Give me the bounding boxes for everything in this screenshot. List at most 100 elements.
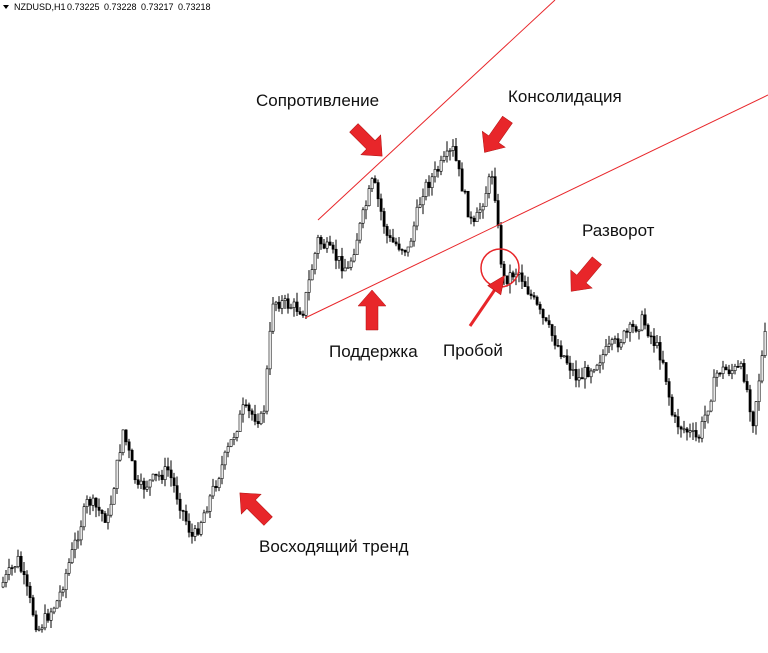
- candle-body: [241, 404, 245, 415]
- candle-body: [79, 526, 83, 541]
- candle-body: [253, 414, 257, 422]
- candle-body: [670, 396, 674, 416]
- candle-body: [643, 314, 647, 326]
- candle-body: [187, 520, 191, 533]
- candle-body: [271, 303, 275, 332]
- candle-body: [616, 338, 620, 348]
- candle-body: [331, 244, 335, 250]
- candle-body: [370, 178, 374, 189]
- candle-body: [427, 181, 431, 188]
- candle-body: [169, 469, 173, 479]
- candle-body: [406, 246, 410, 253]
- candle-body: [37, 628, 41, 631]
- candle-body: [268, 330, 272, 370]
- candle-body: [373, 178, 377, 183]
- candle-body: [610, 339, 614, 345]
- candle-body: [145, 486, 149, 490]
- candle-body: [718, 372, 722, 375]
- candle-body: [184, 510, 188, 522]
- candle-body: [133, 460, 137, 481]
- candle-body: [739, 363, 743, 367]
- candle-body: [262, 410, 266, 414]
- candle-body: [604, 346, 608, 355]
- candle-body: [613, 338, 617, 340]
- candle-body: [286, 298, 290, 309]
- candle-body: [631, 323, 635, 327]
- candle-body: [496, 200, 500, 226]
- candle-body: [622, 330, 626, 343]
- candle-body: [448, 150, 452, 152]
- candle-body: [691, 430, 695, 432]
- candle-body: [346, 267, 350, 269]
- candle-body: [52, 607, 56, 613]
- candle-body: [376, 182, 380, 200]
- candle-body: [685, 428, 689, 433]
- candle-body: [487, 176, 491, 194]
- candle-body: [31, 597, 35, 616]
- candle-body: [532, 295, 536, 298]
- candle-body: [352, 254, 356, 262]
- candle-body: [43, 613, 47, 629]
- candle-body: [58, 591, 62, 602]
- quote: 0.73225: [67, 2, 100, 12]
- candle-body: [715, 372, 719, 378]
- candle-body: [136, 479, 140, 485]
- candle-body: [364, 205, 368, 211]
- resistance-line: [317, 0, 556, 221]
- candle-body: [730, 370, 734, 375]
- candle-body: [385, 226, 389, 236]
- candle-body: [208, 495, 212, 512]
- candle-body: [505, 275, 509, 284]
- candle-body: [232, 437, 236, 440]
- candle-body: [688, 430, 692, 433]
- candle-body: [202, 512, 206, 523]
- candle-body: [499, 225, 503, 265]
- candle-body: [109, 503, 113, 516]
- arrow: [239, 492, 273, 526]
- candle-body: [679, 426, 683, 430]
- candle-body: [418, 204, 422, 208]
- arrow: [487, 274, 505, 296]
- candle-body: [4, 574, 8, 583]
- candle-body: [340, 256, 344, 272]
- candle-body: [355, 239, 359, 255]
- candle-body: [706, 410, 710, 416]
- candle-body: [748, 389, 752, 413]
- quote: 0.73217: [141, 2, 174, 12]
- candle-body: [274, 301, 278, 305]
- candle-body: [454, 146, 458, 161]
- candle-body: [697, 436, 701, 439]
- candle-body: [721, 366, 725, 374]
- candle-body: [481, 205, 485, 211]
- candle-body: [511, 272, 515, 278]
- candle-body: [700, 421, 704, 439]
- candle-body: [61, 589, 65, 593]
- candle-body: [580, 377, 584, 380]
- candle-body: [319, 237, 323, 245]
- candle-body: [199, 522, 203, 535]
- candle-body: [289, 307, 293, 309]
- candle-body: [157, 474, 161, 477]
- candle-body: [220, 464, 224, 479]
- symbol: NZDUSD,H1: [14, 2, 66, 12]
- candle-body: [196, 528, 200, 535]
- candle-body: [694, 430, 698, 438]
- candle-body: [733, 365, 737, 371]
- candle-body: [439, 159, 443, 172]
- candle-body: [493, 176, 497, 201]
- candle-body: [334, 248, 338, 261]
- candle-body: [34, 614, 38, 631]
- candle-body: [457, 160, 461, 170]
- candle-body: [142, 480, 146, 490]
- candle-body: [577, 377, 581, 381]
- candle-body: [562, 355, 566, 358]
- candle-body: [25, 574, 29, 587]
- candle-body: [313, 253, 317, 270]
- candle-body: [160, 474, 164, 480]
- candle-body: [205, 511, 209, 514]
- arrows: [239, 115, 602, 526]
- candle-body: [433, 169, 437, 178]
- candle-body: [676, 416, 680, 428]
- candle-body: [553, 335, 557, 346]
